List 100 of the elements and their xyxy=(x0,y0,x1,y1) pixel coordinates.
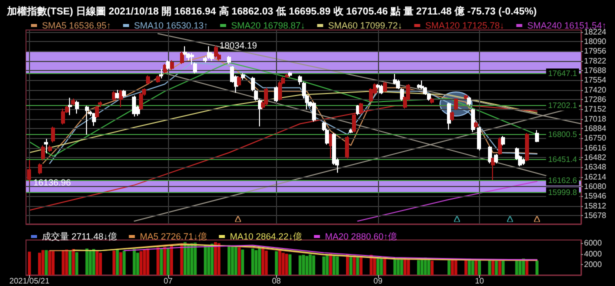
bar xyxy=(376,258,380,275)
bar xyxy=(400,260,404,275)
bar xyxy=(404,258,407,275)
candlestick xyxy=(464,94,468,100)
candlestick xyxy=(163,63,167,74)
bar xyxy=(180,244,184,275)
candlestick xyxy=(379,84,383,95)
bar xyxy=(261,248,264,275)
y-tick-label: 18090 xyxy=(584,37,607,46)
candlestick xyxy=(159,68,163,79)
bar xyxy=(448,260,451,275)
bar xyxy=(518,260,522,275)
bar xyxy=(393,258,396,275)
y-tick-label: 17554 xyxy=(584,76,607,85)
bar xyxy=(96,251,99,275)
y-tick-label: 16750 xyxy=(584,134,607,143)
candlestick xyxy=(474,121,478,129)
candlestick xyxy=(278,80,282,102)
bar xyxy=(406,258,410,275)
candlestick xyxy=(75,100,79,114)
bar xyxy=(166,248,170,275)
bar xyxy=(217,243,220,275)
bar xyxy=(312,255,316,275)
bar xyxy=(494,260,498,275)
legend-label: MA20 2880.60↑億 xyxy=(324,232,397,242)
bar xyxy=(427,260,430,275)
bar xyxy=(464,260,468,275)
y-tick-label: 17956 xyxy=(584,46,607,56)
legend-label: MA5 2726.71↓億 xyxy=(140,232,207,242)
bar xyxy=(163,246,166,275)
x-tick-label: 08 xyxy=(272,276,282,286)
ref-line-label: 16162.6 xyxy=(548,176,578,186)
bar xyxy=(336,256,339,275)
bar xyxy=(298,255,302,275)
bar xyxy=(417,260,420,275)
bar xyxy=(142,250,146,275)
bar xyxy=(474,260,478,275)
candlestick xyxy=(494,154,498,164)
legend-label: SMA20 16798.87↓ xyxy=(231,20,306,30)
bar xyxy=(430,260,434,275)
candlestick xyxy=(68,97,72,116)
candlestick xyxy=(288,71,292,78)
bar xyxy=(251,248,254,275)
x-tick-label: 2021/05/21 xyxy=(9,276,50,286)
bar xyxy=(184,242,187,275)
candlestick xyxy=(345,136,349,159)
candlestick xyxy=(146,74,150,85)
bar xyxy=(88,250,92,275)
y-tick-label: 15946 xyxy=(584,192,607,201)
bar xyxy=(190,243,194,275)
bar xyxy=(346,254,349,275)
bar xyxy=(52,251,55,275)
bar xyxy=(360,256,363,275)
candlestick xyxy=(166,60,170,70)
bar xyxy=(116,250,119,275)
candlestick xyxy=(214,45,218,58)
bar xyxy=(258,246,262,275)
bar xyxy=(498,260,502,275)
bar xyxy=(48,250,52,275)
bar xyxy=(278,250,282,275)
candlestick xyxy=(274,86,278,103)
y-tick-label: 6000 xyxy=(584,238,602,248)
ref-line-label: 16800.5 xyxy=(548,130,578,140)
candlestick xyxy=(44,138,48,154)
legend-label: SMA120 17125.78↓ xyxy=(425,20,504,30)
candlestick xyxy=(227,55,231,64)
candlestick xyxy=(383,81,387,93)
line-series xyxy=(28,90,538,154)
candlestick xyxy=(450,110,454,122)
bar xyxy=(204,244,207,275)
bar xyxy=(396,259,400,275)
candlestick xyxy=(400,88,404,102)
candlestick xyxy=(329,132,333,159)
chart-title: 加權指數(TSE) 日線圖 2021/10/18 開 16816.94 高 16862.03 低 16695.89 收 16705.46 點 量 2711.48 億 -75.73 (-0.45%) xyxy=(6,6,537,18)
bar xyxy=(136,252,140,275)
y-tick-label: 17420 xyxy=(584,85,607,94)
y-tick-label: 17688 xyxy=(584,66,607,76)
bar xyxy=(214,242,218,275)
y-tick-label: 16482 xyxy=(584,153,607,162)
bar xyxy=(305,256,308,275)
candlestick xyxy=(312,102,316,122)
bar xyxy=(186,244,190,275)
bar xyxy=(41,250,44,275)
bar xyxy=(68,250,72,275)
candlestick xyxy=(285,73,289,78)
candlestick xyxy=(454,98,458,111)
legend-label: SMA60 17099.72↓ xyxy=(328,20,402,30)
candlestick xyxy=(180,51,184,64)
candlestick xyxy=(488,146,492,164)
candlestick xyxy=(359,102,363,115)
bar xyxy=(274,251,278,275)
ref-line-label: 16451.4 xyxy=(548,155,578,164)
candlestick xyxy=(170,60,174,70)
y-tick-label: 4000 xyxy=(584,249,602,258)
bar xyxy=(160,249,163,275)
bar xyxy=(241,250,244,275)
bar xyxy=(285,254,288,275)
candlestick xyxy=(119,89,123,108)
y-tick-label: 16884 xyxy=(584,124,607,134)
candlestick xyxy=(237,76,241,87)
